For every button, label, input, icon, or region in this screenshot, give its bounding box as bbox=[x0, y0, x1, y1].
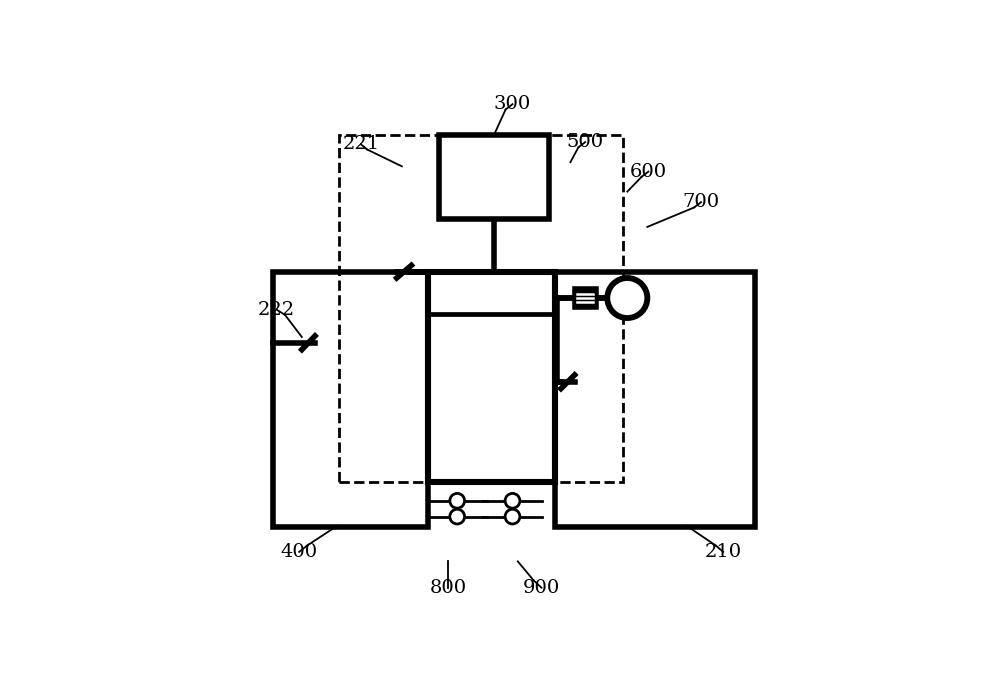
Text: 300: 300 bbox=[494, 95, 531, 113]
Circle shape bbox=[505, 509, 520, 524]
Text: 210: 210 bbox=[705, 543, 742, 561]
Circle shape bbox=[505, 493, 520, 508]
Circle shape bbox=[450, 493, 465, 508]
Bar bbox=[575, 289, 596, 308]
Text: 600: 600 bbox=[630, 163, 667, 181]
Circle shape bbox=[607, 278, 647, 318]
Text: 800: 800 bbox=[430, 579, 467, 596]
Circle shape bbox=[450, 509, 465, 524]
Bar bbox=[339, 135, 623, 482]
Text: 900: 900 bbox=[523, 579, 560, 596]
Text: 222: 222 bbox=[258, 300, 295, 319]
Bar bbox=[439, 135, 549, 219]
Text: 700: 700 bbox=[682, 193, 720, 211]
Text: 500: 500 bbox=[567, 133, 604, 151]
Text: 221: 221 bbox=[342, 135, 379, 153]
Text: 400: 400 bbox=[281, 543, 318, 561]
Bar bbox=[555, 272, 755, 527]
Bar bbox=[273, 272, 428, 527]
Bar bbox=[428, 272, 555, 482]
